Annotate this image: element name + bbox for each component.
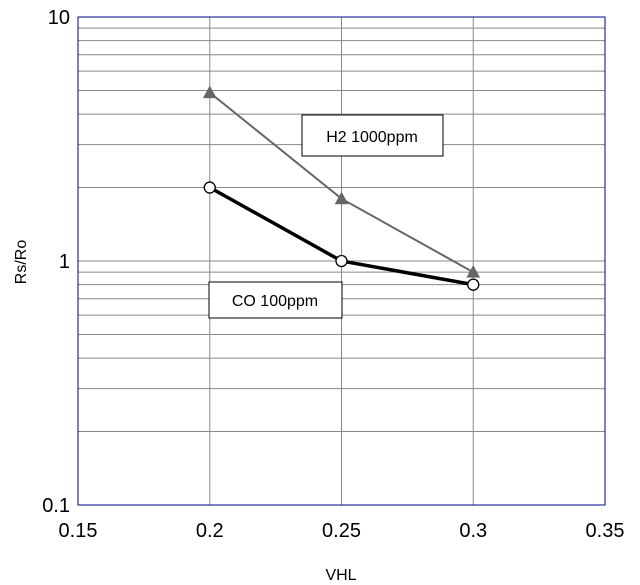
y-tick-label: 1	[59, 251, 70, 273]
y-axis-label: Rs/Ro	[13, 240, 30, 285]
series-co	[203, 181, 480, 291]
data-point	[335, 254, 348, 268]
series-layer	[202, 85, 481, 291]
annotation-h2: H2 1000ppm	[301, 114, 444, 157]
data-point	[202, 85, 217, 99]
x-tick-label: 0.2	[196, 520, 224, 542]
annotation-h2-text: H2 1000ppm	[326, 129, 418, 146]
series-h2	[202, 85, 481, 278]
x-tick-label: 0.35	[586, 520, 625, 542]
x-tick-label: 0.3	[459, 520, 487, 542]
annotation-h2-box	[301, 114, 444, 157]
data-point	[466, 265, 481, 278]
y-tick-label: 10	[48, 7, 70, 29]
x-tick-label: 0.15	[59, 520, 98, 542]
annotation-co: CO 100ppm	[208, 281, 343, 319]
tick-labels: 0.15 0.2 0.25 0.3 0.35 0.1 1 10	[42, 7, 624, 542]
plot-frame	[77, 16, 606, 506]
x-tick-label: 0.25	[322, 520, 361, 542]
data-point	[203, 181, 216, 194]
y-tick-label: 0.1	[42, 495, 70, 517]
annotation-co-box	[208, 281, 343, 319]
data-point	[334, 191, 349, 205]
annotation-co-text: CO 100ppm	[232, 293, 318, 310]
x-axis-label: VHL	[325, 567, 356, 584]
data-point	[467, 278, 480, 291]
